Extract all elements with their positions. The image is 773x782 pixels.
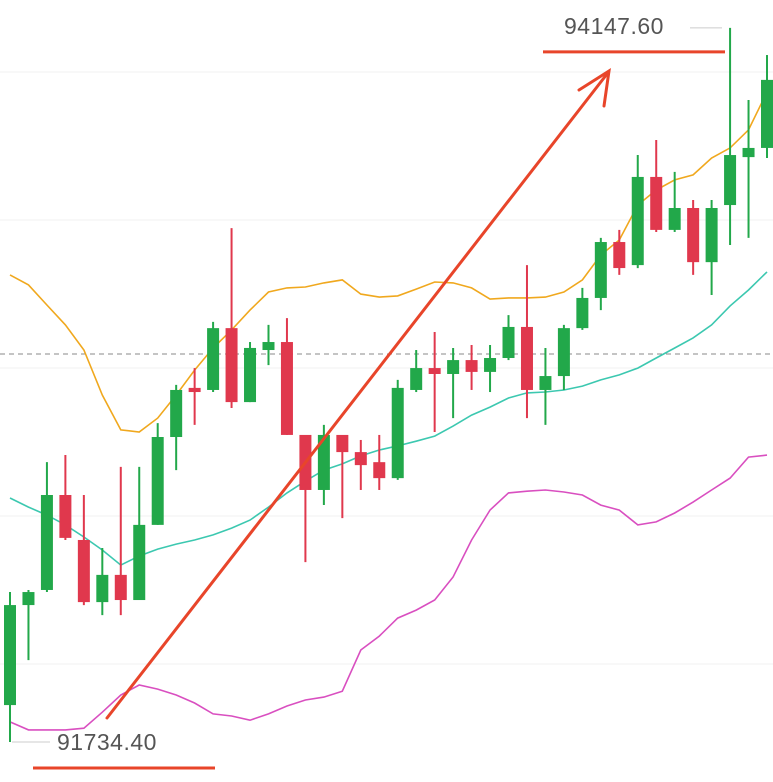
candle-body: [151, 437, 164, 525]
candle-body: [77, 539, 90, 603]
candle-body: [761, 79, 773, 148]
candle-body: [502, 326, 515, 359]
candle-body: [207, 328, 220, 390]
candle-body: [391, 387, 404, 479]
candle-body: [576, 297, 589, 329]
candle-body: [354, 452, 367, 466]
candle-body: [188, 387, 201, 393]
candle-body: [96, 574, 109, 603]
candle-body: [539, 376, 552, 390]
candle-body: [280, 342, 293, 435]
candle-body: [373, 462, 386, 479]
candle-body: [133, 524, 146, 601]
candle-body: [40, 495, 53, 590]
candle-body: [225, 328, 238, 403]
candle-body: [613, 242, 626, 269]
annotation-label: 94147.60: [564, 13, 664, 39]
candle-body: [447, 360, 460, 374]
candle-body: [114, 574, 127, 601]
candle-body: [22, 592, 35, 606]
candle-body: [557, 328, 570, 377]
candle-body: [520, 326, 533, 390]
moving-average-line: [9, 271, 768, 567]
candle-body: [317, 434, 330, 490]
annotations: 94147.60 91734.40: [12, 13, 725, 770]
candle-body: [262, 342, 275, 351]
candle-body: [428, 368, 441, 374]
candle-body: [742, 147, 755, 158]
candle-body: [687, 208, 700, 263]
candle-body: [668, 208, 681, 230]
candle-body: [705, 208, 718, 263]
candle-body: [336, 434, 349, 453]
candle-body: [631, 176, 644, 266]
arrow-head: [577, 67, 611, 108]
candle-body: [244, 347, 257, 403]
candle-body: [465, 360, 478, 372]
grid: [0, 71, 773, 665]
annotation-label: 91734.40: [57, 729, 157, 755]
candles: [4, 27, 773, 742]
candle-body: [170, 389, 183, 438]
moving-average-line: [9, 91, 768, 433]
candle-body: [4, 605, 16, 706]
candle-body: [724, 155, 737, 206]
moving-average-line: [9, 454, 768, 731]
arrow-shaft: [105, 72, 609, 720]
candle-body: [650, 176, 663, 230]
candle-body: [594, 242, 607, 298]
candle-body: [410, 368, 423, 390]
candle-body: [484, 358, 497, 372]
candle-body: [59, 495, 72, 538]
trend-arrow: [105, 67, 611, 720]
